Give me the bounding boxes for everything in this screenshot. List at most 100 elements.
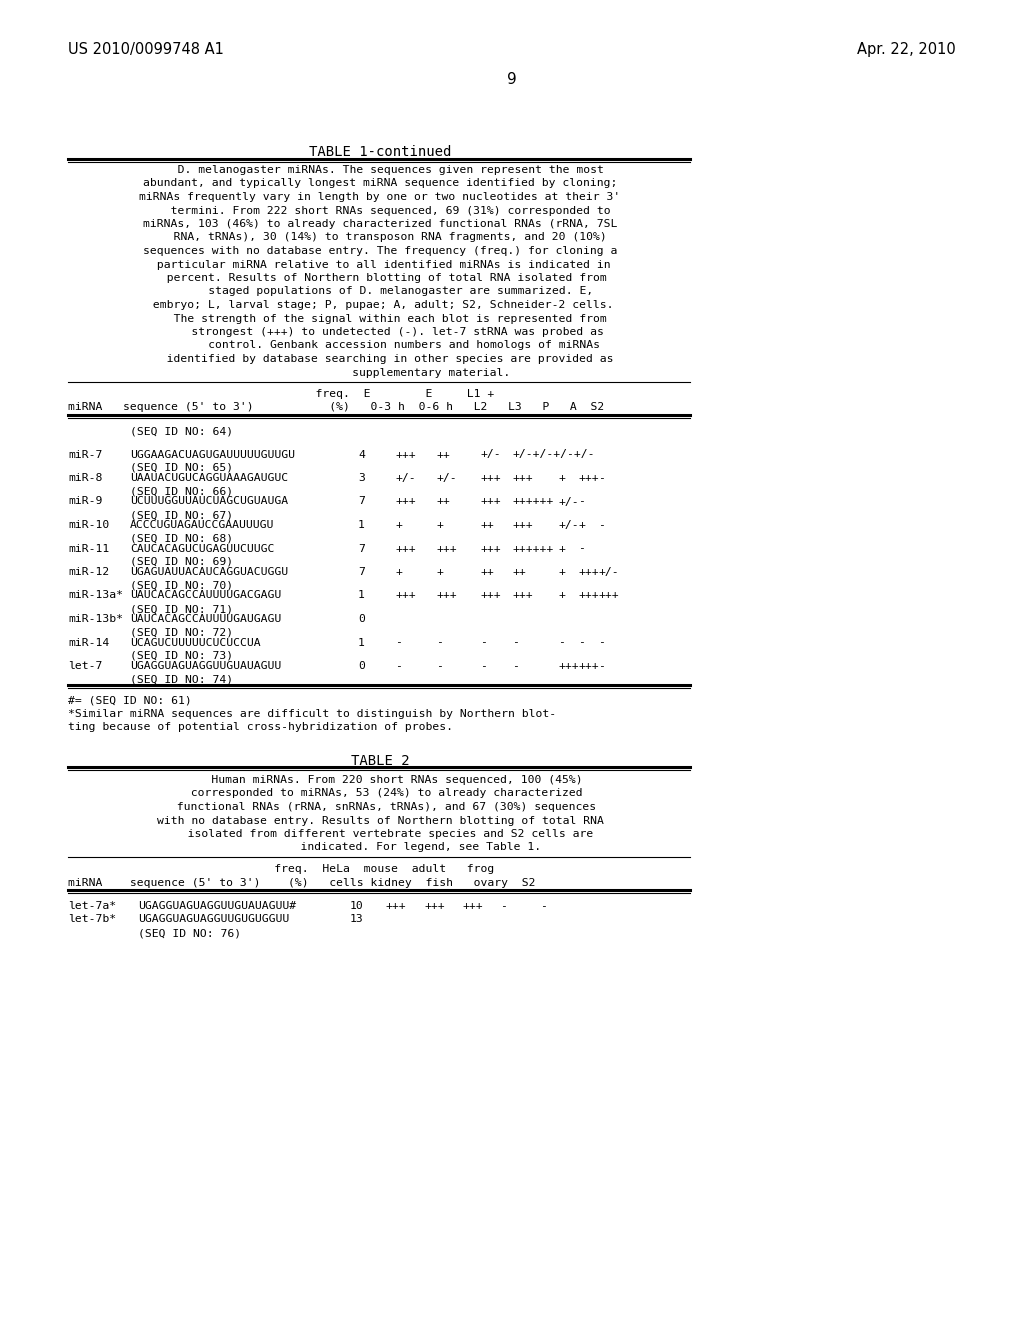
- Text: freq.  HeLa  mouse  adult   frog: freq. HeLa mouse adult frog: [68, 865, 495, 874]
- Text: embryo; L, larval stage; P, pupae; A, adult; S2, Schneider-2 cells.: embryo; L, larval stage; P, pupae; A, ad…: [146, 300, 613, 310]
- Text: +++: +++: [436, 590, 457, 601]
- Text: UGGAAGACUAGUGAUUUUUGUUGU: UGGAAGACUAGUGAUUUUUGUUGU: [130, 450, 295, 459]
- Text: miR-10: miR-10: [68, 520, 110, 531]
- Text: +: +: [578, 520, 585, 531]
- Text: +++: +++: [480, 496, 501, 507]
- Text: -: -: [436, 638, 442, 648]
- Text: 7: 7: [358, 568, 365, 577]
- Text: +++: +++: [480, 544, 501, 553]
- Text: UGAGGUAGUAGGUUGUAUAGUU: UGAGGUAGUAGGUUGUAUAGUU: [130, 661, 282, 671]
- Text: miRNAs frequently vary in length by one or two nucleotides at their 3': miRNAs frequently vary in length by one …: [139, 191, 621, 202]
- Text: 1: 1: [358, 638, 365, 648]
- Text: +++: +++: [598, 590, 618, 601]
- Text: miR-12: miR-12: [68, 568, 110, 577]
- Text: UGAGUAUUACAUCAGGUACUGGU: UGAGUAUUACAUCAGGUACUGGU: [130, 568, 288, 577]
- Text: 7: 7: [358, 496, 365, 507]
- Text: D. melanogaster miRNAs. The sequences given represent the most: D. melanogaster miRNAs. The sequences gi…: [157, 165, 603, 176]
- Text: -: -: [598, 473, 605, 483]
- Text: -: -: [598, 520, 605, 531]
- Text: +++: +++: [480, 590, 501, 601]
- Text: indicated. For legend, see Table 1.: indicated. For legend, see Table 1.: [218, 842, 542, 853]
- Text: 0: 0: [358, 661, 365, 671]
- Text: +/-: +/-: [480, 450, 501, 459]
- Text: +++: +++: [424, 902, 444, 911]
- Text: corresponded to miRNAs, 53 (24%) to already characterized: corresponded to miRNAs, 53 (24%) to alre…: [177, 788, 583, 799]
- Text: +++: +++: [395, 590, 416, 601]
- Text: 10: 10: [350, 902, 364, 911]
- Text: 4: 4: [358, 450, 365, 459]
- Text: +: +: [436, 520, 442, 531]
- Text: let-7b*: let-7b*: [68, 915, 116, 924]
- Text: +: +: [558, 590, 565, 601]
- Text: The strength of the signal within each blot is represented from: The strength of the signal within each b…: [154, 314, 607, 323]
- Text: UGAGGUAGUAGGUUGUGUGGUU: UGAGGUAGUAGGUUGUGUGGUU: [138, 915, 289, 924]
- Text: +++: +++: [578, 473, 599, 483]
- Text: (SEQ ID NO: 67): (SEQ ID NO: 67): [130, 510, 233, 520]
- Text: -: -: [480, 661, 486, 671]
- Text: +: +: [558, 473, 565, 483]
- Text: (SEQ ID NO: 74): (SEQ ID NO: 74): [130, 675, 233, 685]
- Text: miRNA   sequence (5' to 3')           (%)   0-3 h  0-6 h   L2   L3   P   A  S2: miRNA sequence (5' to 3') (%) 0-3 h 0-6 …: [68, 403, 604, 412]
- Text: freq.  E        E     L1 +: freq. E E L1 +: [68, 389, 495, 399]
- Text: ++: ++: [436, 450, 450, 459]
- Text: miR-8: miR-8: [68, 473, 102, 483]
- Text: ++: ++: [480, 568, 494, 577]
- Text: +++: +++: [512, 520, 532, 531]
- Text: +++: +++: [512, 590, 532, 601]
- Text: isolated from different vertebrate species and S2 cells are: isolated from different vertebrate speci…: [167, 829, 593, 840]
- Text: +++: +++: [462, 902, 482, 911]
- Text: strongest (+++) to undetected (-). let-7 stRNA was probed as: strongest (+++) to undetected (-). let-7…: [157, 327, 603, 337]
- Text: (SEQ ID NO: 70): (SEQ ID NO: 70): [130, 581, 233, 590]
- Text: -: -: [578, 638, 585, 648]
- Text: +: +: [395, 520, 401, 531]
- Text: -: -: [578, 544, 585, 553]
- Text: -: -: [598, 661, 605, 671]
- Text: ++: ++: [480, 520, 494, 531]
- Text: miR-9: miR-9: [68, 496, 102, 507]
- Text: (SEQ ID NO: 72): (SEQ ID NO: 72): [130, 627, 233, 638]
- Text: +/-+/-+/-+/-: +/-+/-+/-+/-: [512, 450, 595, 459]
- Text: with no database entry. Results of Northern blotting of total RNA: with no database entry. Results of North…: [157, 816, 603, 825]
- Text: miRNAs, 103 (46%) to already characterized functional RNAs (rRNA, 7SL: miRNAs, 103 (46%) to already characteriz…: [142, 219, 617, 228]
- Text: (SEQ ID NO: 64): (SEQ ID NO: 64): [130, 426, 233, 436]
- Text: ting because of potential cross-hybridization of probes.: ting because of potential cross-hybridiz…: [68, 722, 453, 733]
- Text: 13: 13: [350, 915, 364, 924]
- Text: Human miRNAs. From 220 short RNAs sequenced, 100 (45%): Human miRNAs. From 220 short RNAs sequen…: [177, 775, 583, 785]
- Text: TABLE 1-continued: TABLE 1-continued: [309, 145, 452, 158]
- Text: -: -: [558, 638, 565, 648]
- Text: -: -: [480, 638, 486, 648]
- Text: 0: 0: [358, 614, 365, 624]
- Text: -: -: [395, 661, 401, 671]
- Text: miR-13a*: miR-13a*: [68, 590, 123, 601]
- Text: (SEQ ID NO: 73): (SEQ ID NO: 73): [130, 651, 233, 661]
- Text: +/-: +/-: [395, 473, 416, 483]
- Text: UCUUUGGUUAUCUAGCUGUAUGA: UCUUUGGUUAUCUAGCUGUAUGA: [130, 496, 288, 507]
- Text: +/-: +/-: [436, 473, 457, 483]
- Text: let-7: let-7: [68, 661, 102, 671]
- Text: 1: 1: [358, 590, 365, 601]
- Text: percent. Results of Northern blotting of total RNA isolated from: percent. Results of Northern blotting of…: [154, 273, 607, 282]
- Text: +: +: [436, 568, 442, 577]
- Text: miR-11: miR-11: [68, 544, 110, 553]
- Text: +++: +++: [385, 902, 406, 911]
- Text: UAAUACUGUCAGGUAAAGAUGUC: UAAUACUGUCAGGUAAAGAUGUC: [130, 473, 288, 483]
- Text: TABLE 2: TABLE 2: [350, 754, 410, 768]
- Text: ++: ++: [512, 568, 525, 577]
- Text: -: -: [598, 638, 605, 648]
- Text: miR-13b*: miR-13b*: [68, 614, 123, 624]
- Text: US 2010/0099748 A1: US 2010/0099748 A1: [68, 42, 224, 57]
- Text: miR-14: miR-14: [68, 638, 110, 648]
- Text: (SEQ ID NO: 65): (SEQ ID NO: 65): [130, 463, 233, 473]
- Text: particular miRNA relative to all identified miRNAs is indicated in: particular miRNA relative to all identif…: [150, 260, 610, 269]
- Text: *Similar miRNA sequences are difficult to distinguish by Northern blot-: *Similar miRNA sequences are difficult t…: [68, 709, 556, 719]
- Text: (SEQ ID NO: 66): (SEQ ID NO: 66): [130, 487, 233, 496]
- Text: +++: +++: [480, 473, 501, 483]
- Text: ++: ++: [436, 496, 450, 507]
- Text: (SEQ ID NO: 69): (SEQ ID NO: 69): [130, 557, 233, 568]
- Text: +/-: +/-: [558, 496, 579, 507]
- Text: -: -: [436, 661, 442, 671]
- Text: Apr. 22, 2010: Apr. 22, 2010: [857, 42, 956, 57]
- Text: +++: +++: [578, 568, 599, 577]
- Text: -: -: [512, 638, 519, 648]
- Text: +: +: [558, 544, 565, 553]
